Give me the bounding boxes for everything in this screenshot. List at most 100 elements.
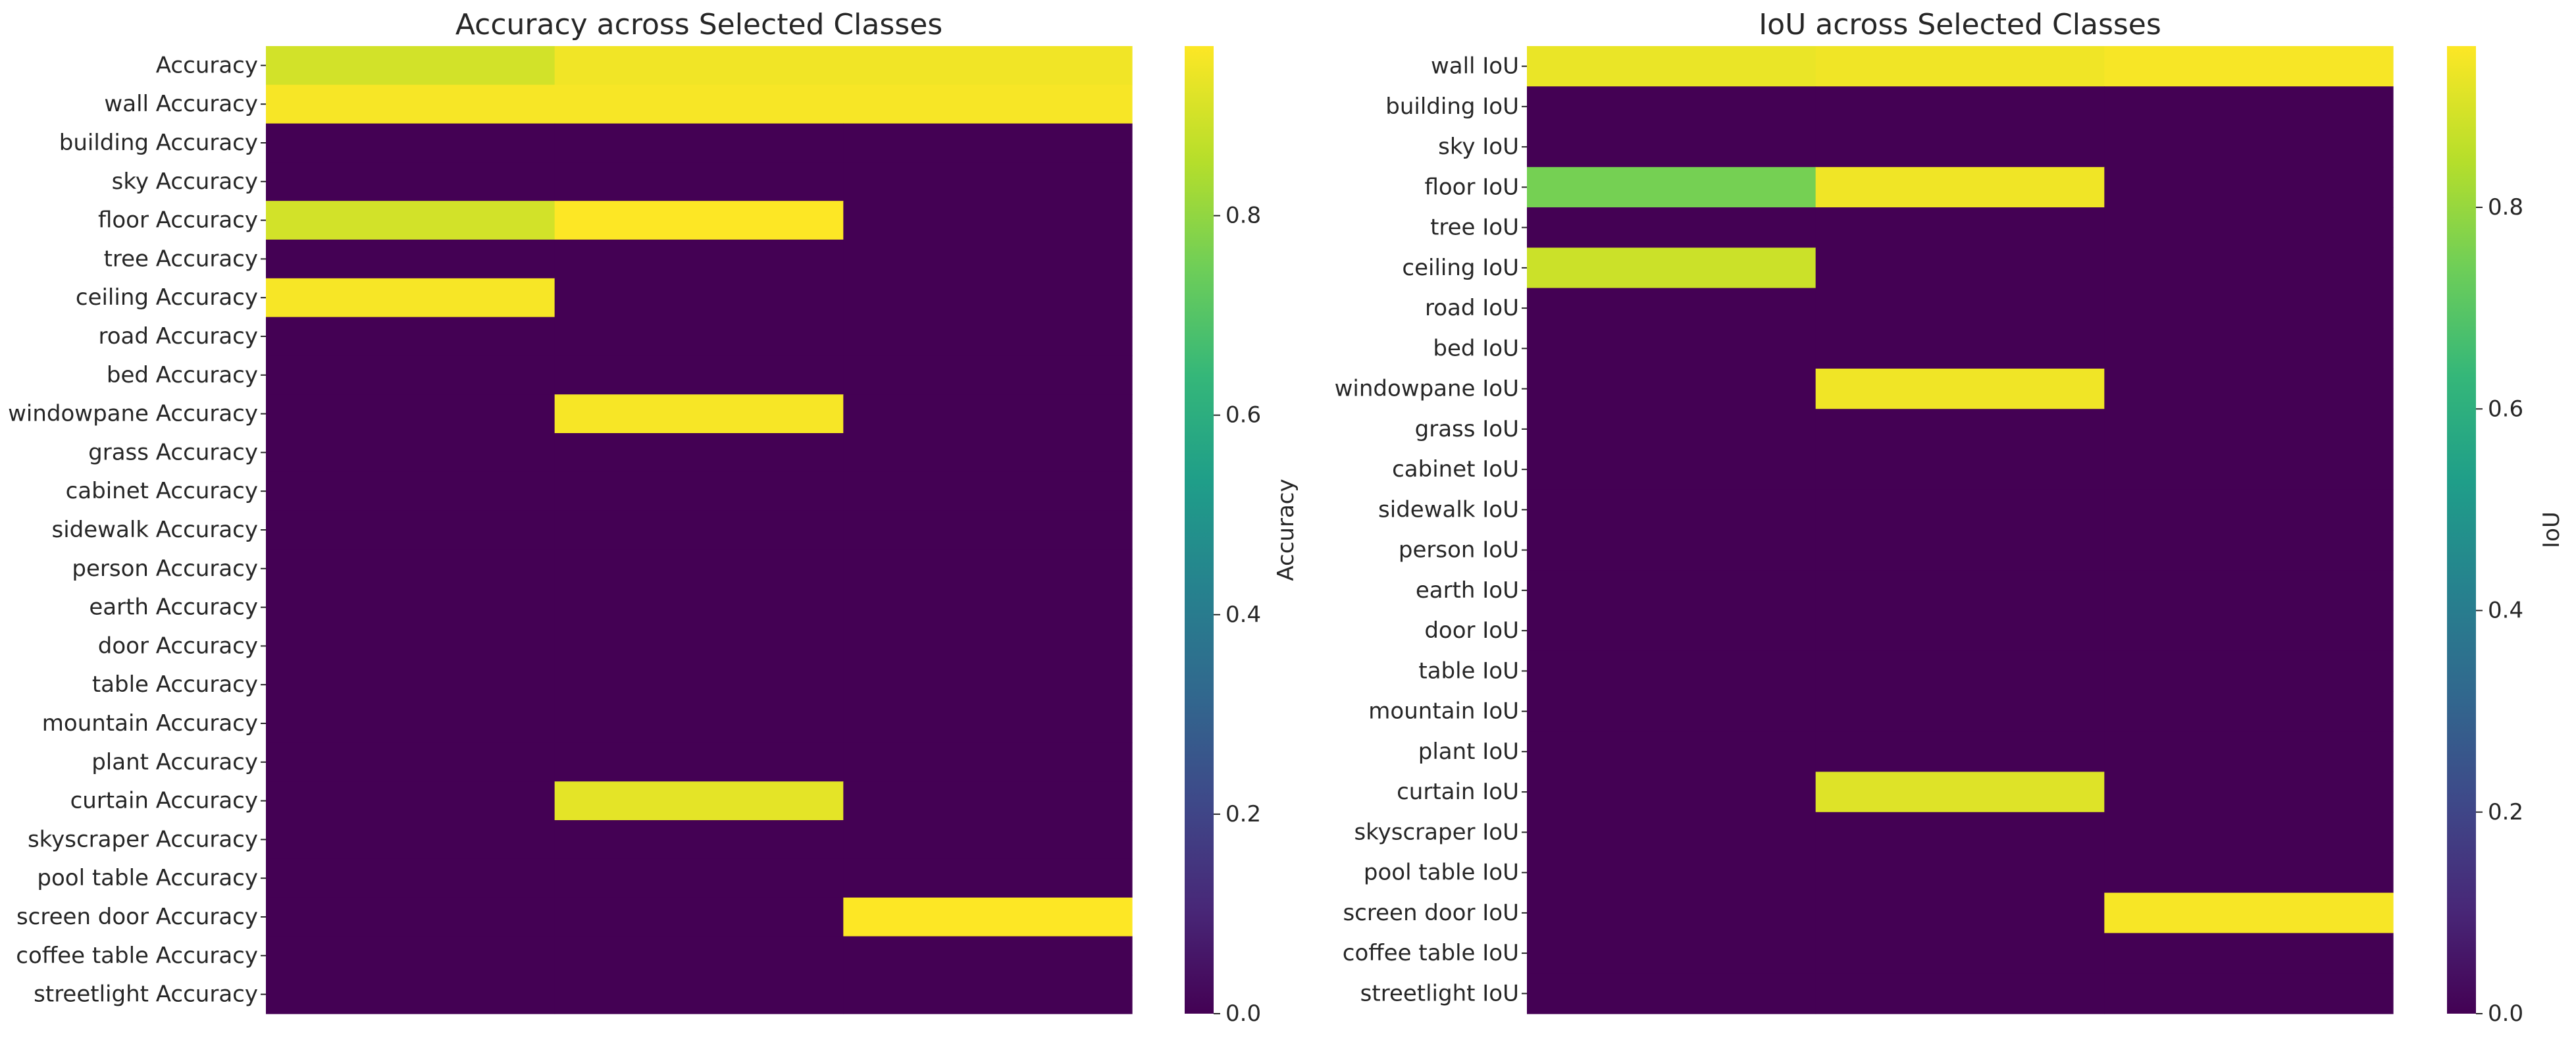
- y-tick-label: cabinet IoU: [1392, 456, 1519, 482]
- heatmap-cell: [843, 84, 1133, 124]
- heatmap-cell: [266, 858, 555, 898]
- y-tick-label: plant IoU: [1418, 739, 1519, 765]
- y-tick-label: bed IoU: [1433, 335, 1519, 361]
- heatmap-cell: [2104, 731, 2394, 773]
- y-tick-label: coffee table IoU: [1343, 940, 1519, 966]
- y-tick-label: building Accuracy: [59, 130, 258, 156]
- y-tick-label: tree IoU: [1430, 215, 1519, 241]
- heatmap-cell: [843, 820, 1133, 860]
- heatmap-cell: [843, 201, 1133, 240]
- colorbar-label: Accuracy: [1273, 479, 1299, 581]
- heatmap-cell: [554, 433, 844, 473]
- heatmap-cell: [1527, 126, 1816, 168]
- y-tick-label: mountain IoU: [1368, 698, 1519, 725]
- heatmap-panel-1: Accuracy across Selected Classes Accuracy…: [8, 8, 1299, 1027]
- y-tick-label: table IoU: [1418, 658, 1519, 684]
- heatmap-cell: [1815, 46, 2105, 87]
- y-tick-label: floor Accuracy: [98, 207, 258, 234]
- heatmap-cell: [1527, 570, 1816, 611]
- y-tick-label: streetlight Accuracy: [34, 981, 258, 1008]
- heatmap-cell: [266, 781, 555, 821]
- y-tick-label: sky IoU: [1438, 134, 1519, 160]
- y-tick-label: person IoU: [1399, 537, 1519, 563]
- heatmap-cell: [843, 471, 1133, 511]
- y-tick-label: door Accuracy: [98, 633, 258, 659]
- heatmap-cell: [843, 627, 1133, 666]
- heatmap-cell: [266, 201, 555, 240]
- y-tick-label: pool table Accuracy: [37, 865, 258, 891]
- y-tick-label: person Accuracy: [72, 556, 258, 582]
- y-tick-label: skyscraper IoU: [1354, 819, 1519, 845]
- y-tick-label: ceiling Accuracy: [76, 284, 258, 311]
- heatmap-cell: [2104, 852, 2394, 893]
- y-tick-label: coffee table Accuracy: [16, 943, 258, 969]
- colorbar-tick-label: 0.2: [2488, 799, 2523, 825]
- y-tick-label: road Accuracy: [99, 323, 258, 350]
- heatmap-cell: [554, 704, 844, 743]
- heatmap-cell: [843, 588, 1133, 627]
- heatmap-cell: [554, 858, 844, 898]
- heatmap-cell: [266, 240, 555, 279]
- heatmap-cell: [843, 123, 1133, 163]
- heatmap-cell: [2104, 771, 2394, 813]
- y-tick-label: pool table IoU: [1364, 860, 1519, 886]
- heatmap-cell: [2104, 610, 2394, 652]
- heatmap-cell: [843, 240, 1133, 279]
- heatmap-cell: [1815, 731, 2105, 773]
- heatmap-cell: [554, 510, 844, 550]
- y-tick-label: windowpane IoU: [1335, 376, 1519, 402]
- heatmap-cell: [1527, 489, 1816, 531]
- heatmap-cell: [266, 433, 555, 473]
- heatmap-cell: [1815, 691, 2105, 732]
- heatmap-cell: [554, 549, 844, 588]
- heatmap-cell: [1815, 328, 2105, 369]
- colorbar-label: IoU: [2538, 511, 2565, 548]
- heatmap-cell: [554, 742, 844, 782]
- heatmap-cell: [1527, 449, 1816, 490]
- heatmap-cell: [1527, 369, 1816, 409]
- heatmap-cell: [1815, 126, 2105, 168]
- heatmap-cell: [554, 394, 844, 434]
- heatmap-cell: [843, 355, 1133, 395]
- heatmap-cell: [1527, 167, 1816, 208]
- heatmap-cell: [843, 162, 1133, 201]
- heatmap-cell: [1527, 207, 1816, 248]
- heatmap-cell: [554, 240, 844, 279]
- heatmap-cell: [1527, 650, 1816, 692]
- heatmap-cell: [1815, 86, 2105, 128]
- heatmap-cell: [843, 549, 1133, 588]
- heatmap-cell: [2104, 126, 2394, 168]
- heatmap-cell: [554, 588, 844, 627]
- colorbar-tick-label: 0.6: [1225, 402, 1261, 429]
- heatmap-cell: [1527, 933, 1816, 974]
- heatmap-cell: [2104, 530, 2394, 571]
- heatmap-cell: [1527, 328, 1816, 369]
- heatmap-cell: [843, 936, 1133, 975]
- y-tick-label: door IoU: [1424, 617, 1519, 644]
- heatmap-cell: [1527, 247, 1816, 289]
- heatmap-cell: [1815, 973, 2105, 1014]
- colorbar-tick-label: 0.4: [1225, 602, 1261, 628]
- colorbar: [1185, 46, 1214, 1014]
- heatmap-cell: [554, 355, 844, 395]
- heatmap-cell: [2104, 449, 2394, 490]
- heatmap-cell: [843, 665, 1133, 705]
- heatmap-cell: [554, 278, 844, 318]
- heatmap-cell: [1527, 691, 1816, 732]
- heatmap-cell: [1815, 409, 2105, 450]
- y-tick-label: bed Accuracy: [107, 362, 258, 388]
- heatmap-cell: [554, 123, 844, 163]
- heatmap-cell: [266, 588, 555, 627]
- heatmap-cell: [266, 162, 555, 201]
- chart-title: Accuracy across Selected Classes: [455, 8, 942, 41]
- y-tick-label: mountain Accuracy: [42, 710, 258, 737]
- heatmap-cell: [1815, 933, 2105, 974]
- heatmap-cell: [1815, 812, 2105, 853]
- heatmap-cell: [1527, 771, 1816, 813]
- heatmap-cell: [2104, 328, 2394, 369]
- heatmap-cell: [1527, 288, 1816, 329]
- y-tick-label: road IoU: [1425, 295, 1519, 321]
- heatmap-cell: [266, 278, 555, 318]
- y-tick-label: grass Accuracy: [88, 439, 258, 465]
